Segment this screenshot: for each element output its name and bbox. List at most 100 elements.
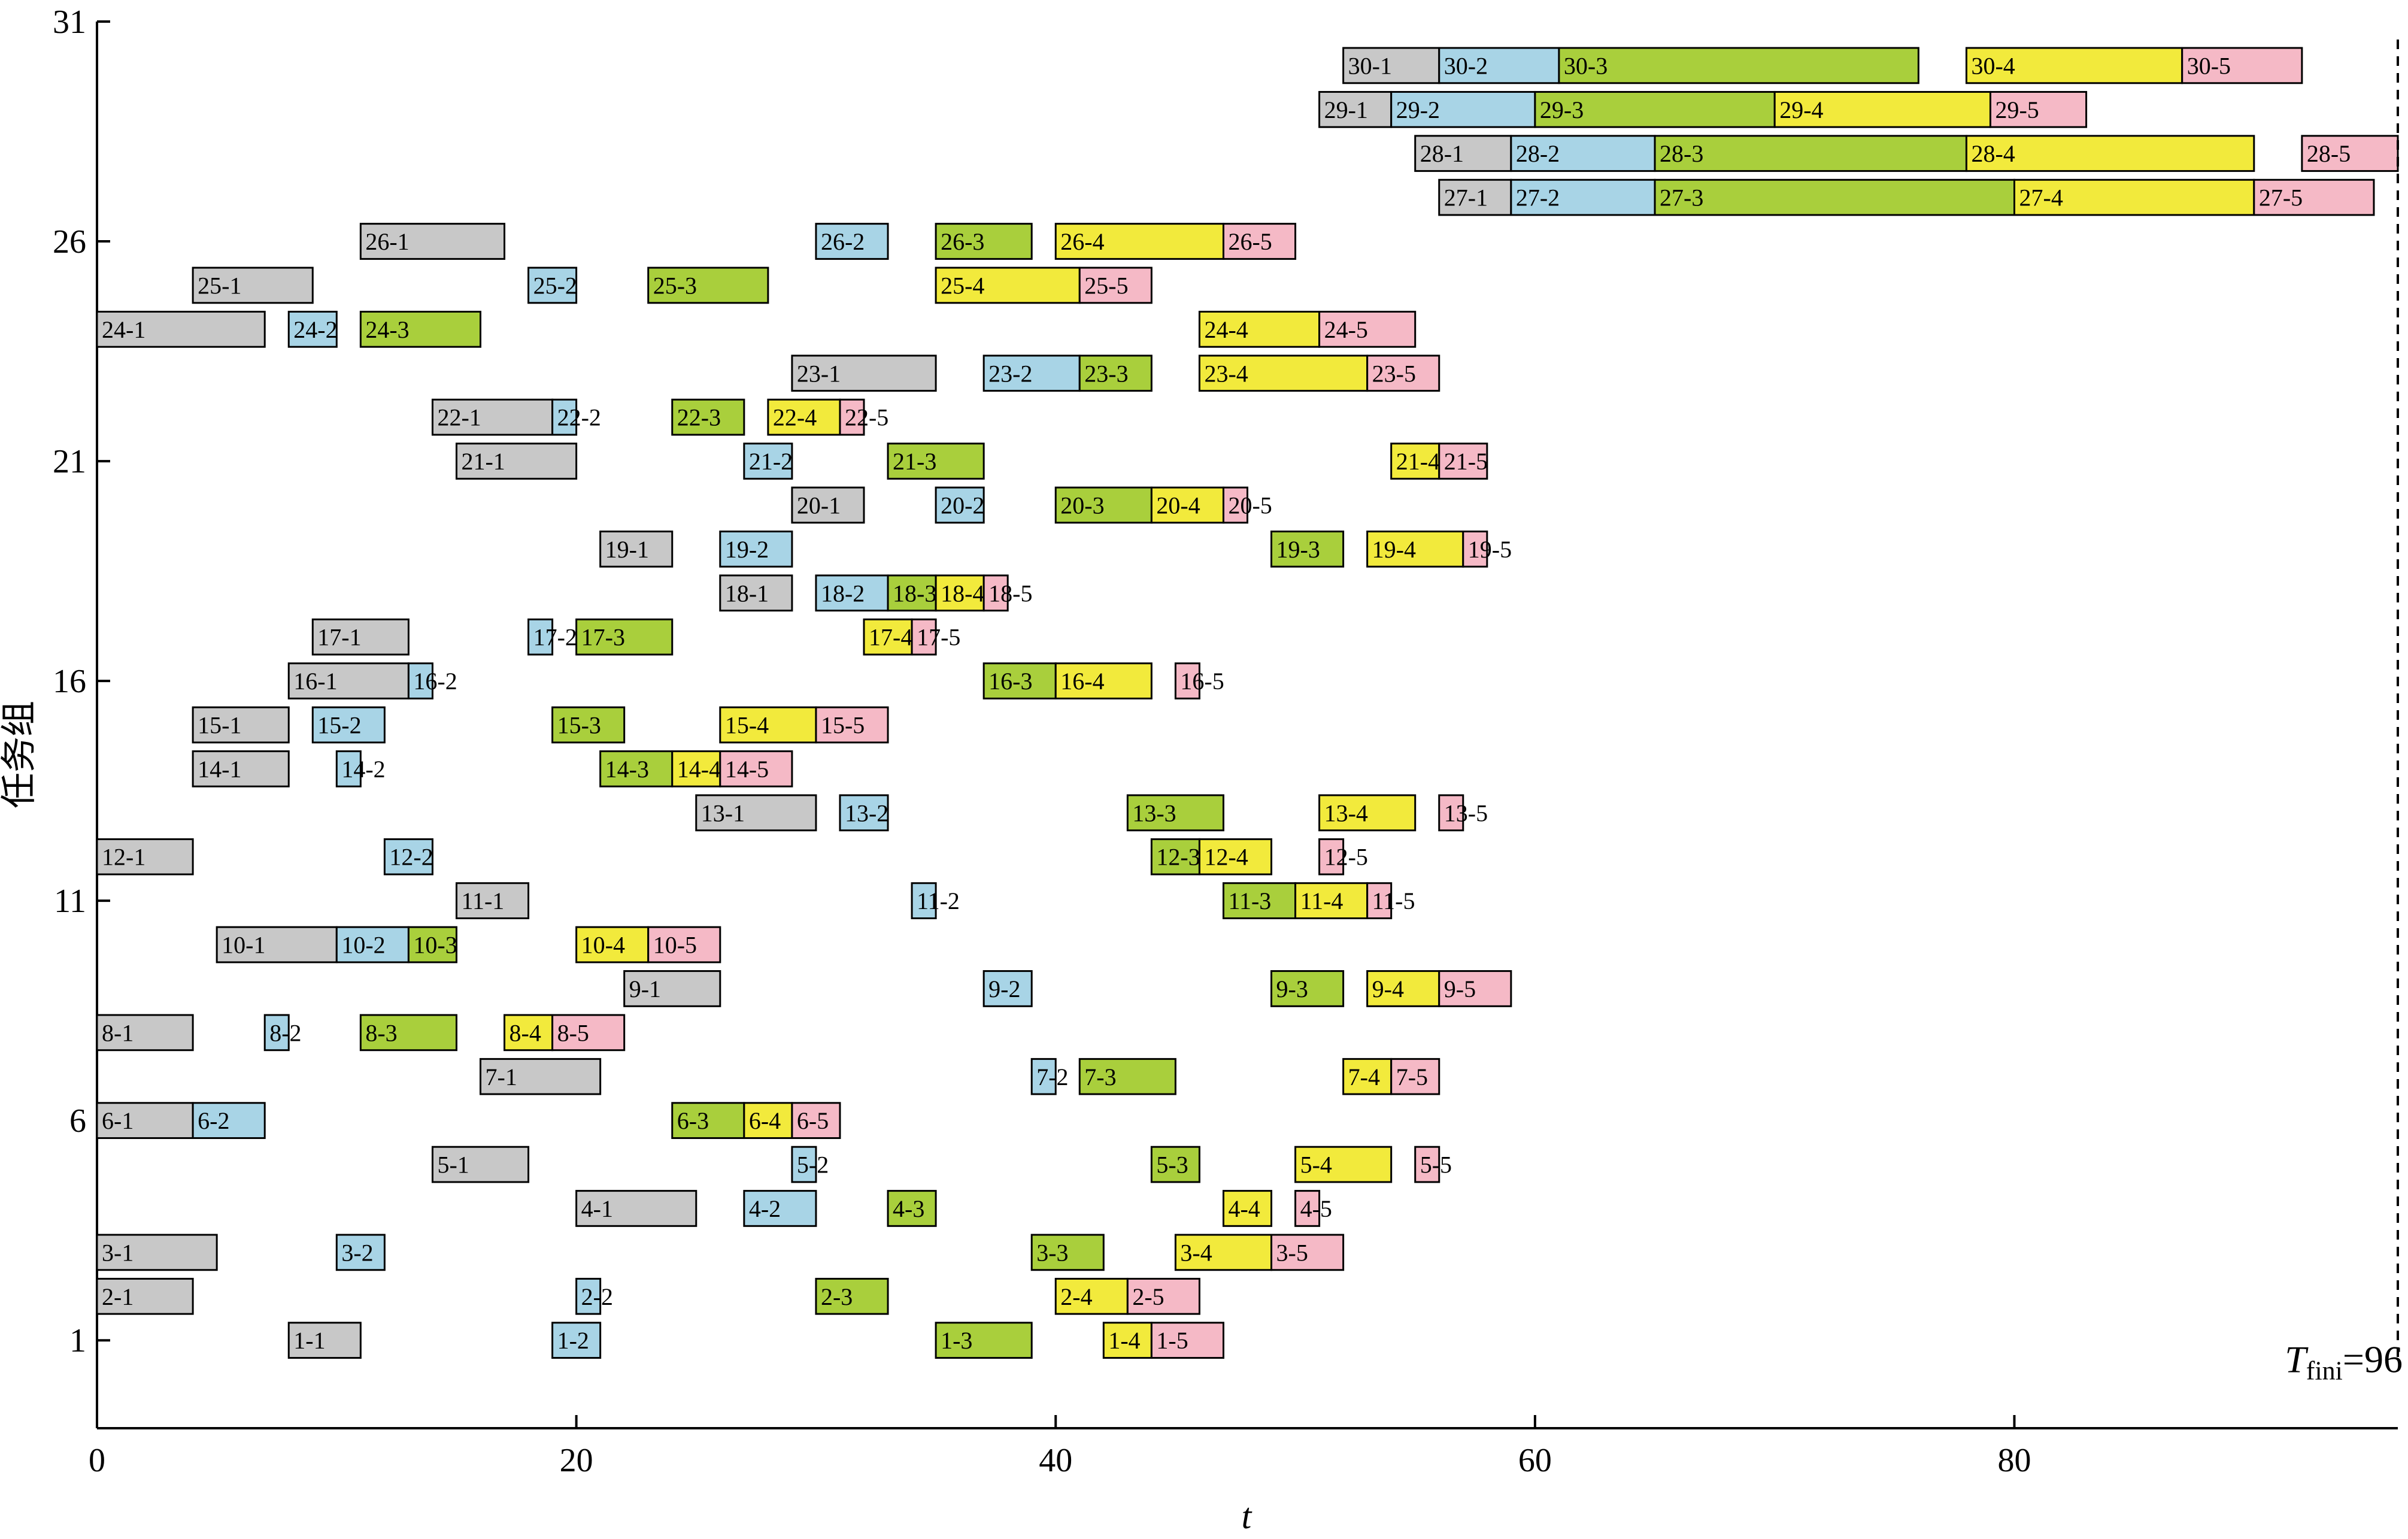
task-bar-label: 12-5: [1324, 844, 1368, 871]
task-bar-group: 2-3: [815, 1277, 889, 1315]
task-bar-group: 10-5: [647, 926, 721, 964]
task-bar: [1198, 355, 1369, 392]
task-bar: [575, 926, 650, 964]
task-bar-group: 30-5: [2181, 47, 2303, 84]
task-bar: [1390, 1058, 1440, 1095]
task-bar-label: 11-5: [1372, 887, 1415, 914]
task-bar: [311, 706, 386, 744]
task-bar-group: 25-5: [1078, 266, 1153, 304]
x-tick-label: 80: [1998, 1442, 2031, 1479]
task-bar-label: 30-2: [1444, 52, 1488, 79]
task-bar-group: 15-3: [551, 706, 626, 744]
task-bar-label: 3-1: [102, 1239, 134, 1266]
task-bar-group: 18-4: [935, 574, 985, 612]
task-bar-group: 11-2: [911, 882, 960, 919]
task-bar-group: 9-3: [1270, 970, 1345, 1007]
task-bar: [791, 486, 865, 524]
task-bar: [287, 310, 338, 348]
y-axis-label: 任务组: [0, 701, 39, 808]
task-bar-label: 25-5: [1084, 272, 1128, 299]
task-bar: [311, 618, 410, 656]
task-bar: [1366, 531, 1464, 568]
task-bar-label: 21-3: [893, 448, 936, 475]
task-bar-label: 5-2: [797, 1152, 829, 1179]
task-bar: [671, 750, 721, 787]
task-bar-group: 3-2: [335, 1234, 386, 1271]
task-bar: [480, 1058, 602, 1095]
task-bar-label: 4-2: [749, 1195, 781, 1222]
task-bar-group: 27-1: [1438, 178, 1512, 216]
task-bar-group: 8-2: [263, 1014, 302, 1052]
task-bar-group: 6-2: [192, 1102, 266, 1140]
task-bar-label: 4-5: [1300, 1195, 1332, 1222]
task-bar: [407, 926, 457, 964]
task-bar-label: 9-3: [1276, 975, 1308, 1002]
y-tick-label: 31: [53, 4, 86, 41]
task-bar-group: 26-3: [935, 223, 1033, 260]
task-bar-label: 7-1: [486, 1064, 517, 1090]
task-bar: [1030, 1058, 1057, 1095]
task-bar-group: 29-4: [1773, 90, 1991, 128]
task-bar: [2253, 178, 2375, 216]
task-bar-label: 10-3: [413, 932, 457, 959]
task-bar: [575, 618, 674, 656]
task-bar-group: 9-5: [1438, 970, 1512, 1007]
task-bar: [2013, 178, 2255, 216]
task-bar-label: 24-2: [293, 316, 337, 343]
task-bar-group: 18-3: [887, 574, 937, 612]
task-bar-group: 10-4: [575, 926, 650, 964]
task-bar-label: 10-1: [222, 932, 265, 959]
task-bar: [1534, 90, 1776, 128]
task-bar-label: 4-3: [893, 1195, 924, 1222]
task-bar: [887, 443, 985, 480]
task-bar-label: 9-5: [1444, 975, 1476, 1002]
task-bar-label: 25-2: [533, 272, 577, 299]
task-bar-label: 20-2: [941, 492, 984, 519]
task-bar: [887, 1190, 937, 1227]
task-bar-group: 28-5: [2301, 135, 2399, 172]
task-bar-group: 7-1: [480, 1058, 602, 1095]
task-bar-group: 29-3: [1534, 90, 1776, 128]
task-bar-label: 30-5: [2187, 52, 2231, 79]
task-bar-group: 14-5: [719, 750, 793, 787]
task-bar-label: 13-3: [1132, 799, 1176, 826]
task-bar: [1654, 135, 1967, 172]
task-bar: [839, 398, 865, 436]
task-bar-label: 22-2: [557, 404, 601, 431]
task-bar-group: 16-4: [1054, 662, 1153, 699]
task-bar-label: 5-1: [437, 1152, 469, 1179]
task-bar-group: 13-2: [839, 794, 889, 832]
task-bar-label: 6-1: [102, 1107, 134, 1134]
task-bar-label: 28-1: [1420, 140, 1464, 167]
task-bar: [1054, 662, 1153, 699]
task-bar-group: 21-1: [455, 443, 578, 480]
task-bar-group: 29-5: [1989, 90, 2088, 128]
task-bar-group: 3-1: [96, 1234, 218, 1271]
task-bar: [1102, 1322, 1153, 1359]
task-bar: [815, 1277, 889, 1315]
task-bar-label: 27-4: [2019, 184, 2063, 211]
task-bar-group: 3-5: [1270, 1234, 1345, 1271]
task-bar: [1150, 1322, 1224, 1359]
task-bar-group: 5-3: [1150, 1146, 1200, 1183]
task-bar-label: 14-5: [725, 756, 769, 783]
task-bar: [911, 882, 937, 919]
task-bar-group: 22-5: [839, 398, 888, 436]
task-bar-label: 18-4: [941, 580, 984, 607]
task-bar-label: 12-2: [389, 844, 433, 871]
task-bar-group: 5-5: [1414, 1146, 1452, 1183]
task-bar-group: 29-2: [1390, 90, 1536, 128]
task-bar-group: 21-5: [1438, 443, 1488, 480]
task-bar: [359, 223, 506, 260]
task-bar-group: 14-3: [599, 750, 674, 787]
task-bar-label: 2-5: [1132, 1283, 1164, 1310]
task-bar: [599, 531, 674, 568]
task-bar-group: 1-4: [1102, 1322, 1153, 1359]
task-bar: [791, 1146, 817, 1183]
task-bar-label: 7-2: [1036, 1064, 1068, 1090]
task-bar: [1174, 662, 1200, 699]
task-bar: [647, 926, 721, 964]
task-bar-group: 1-5: [1150, 1322, 1224, 1359]
task-bar-group: 6-4: [743, 1102, 793, 1140]
